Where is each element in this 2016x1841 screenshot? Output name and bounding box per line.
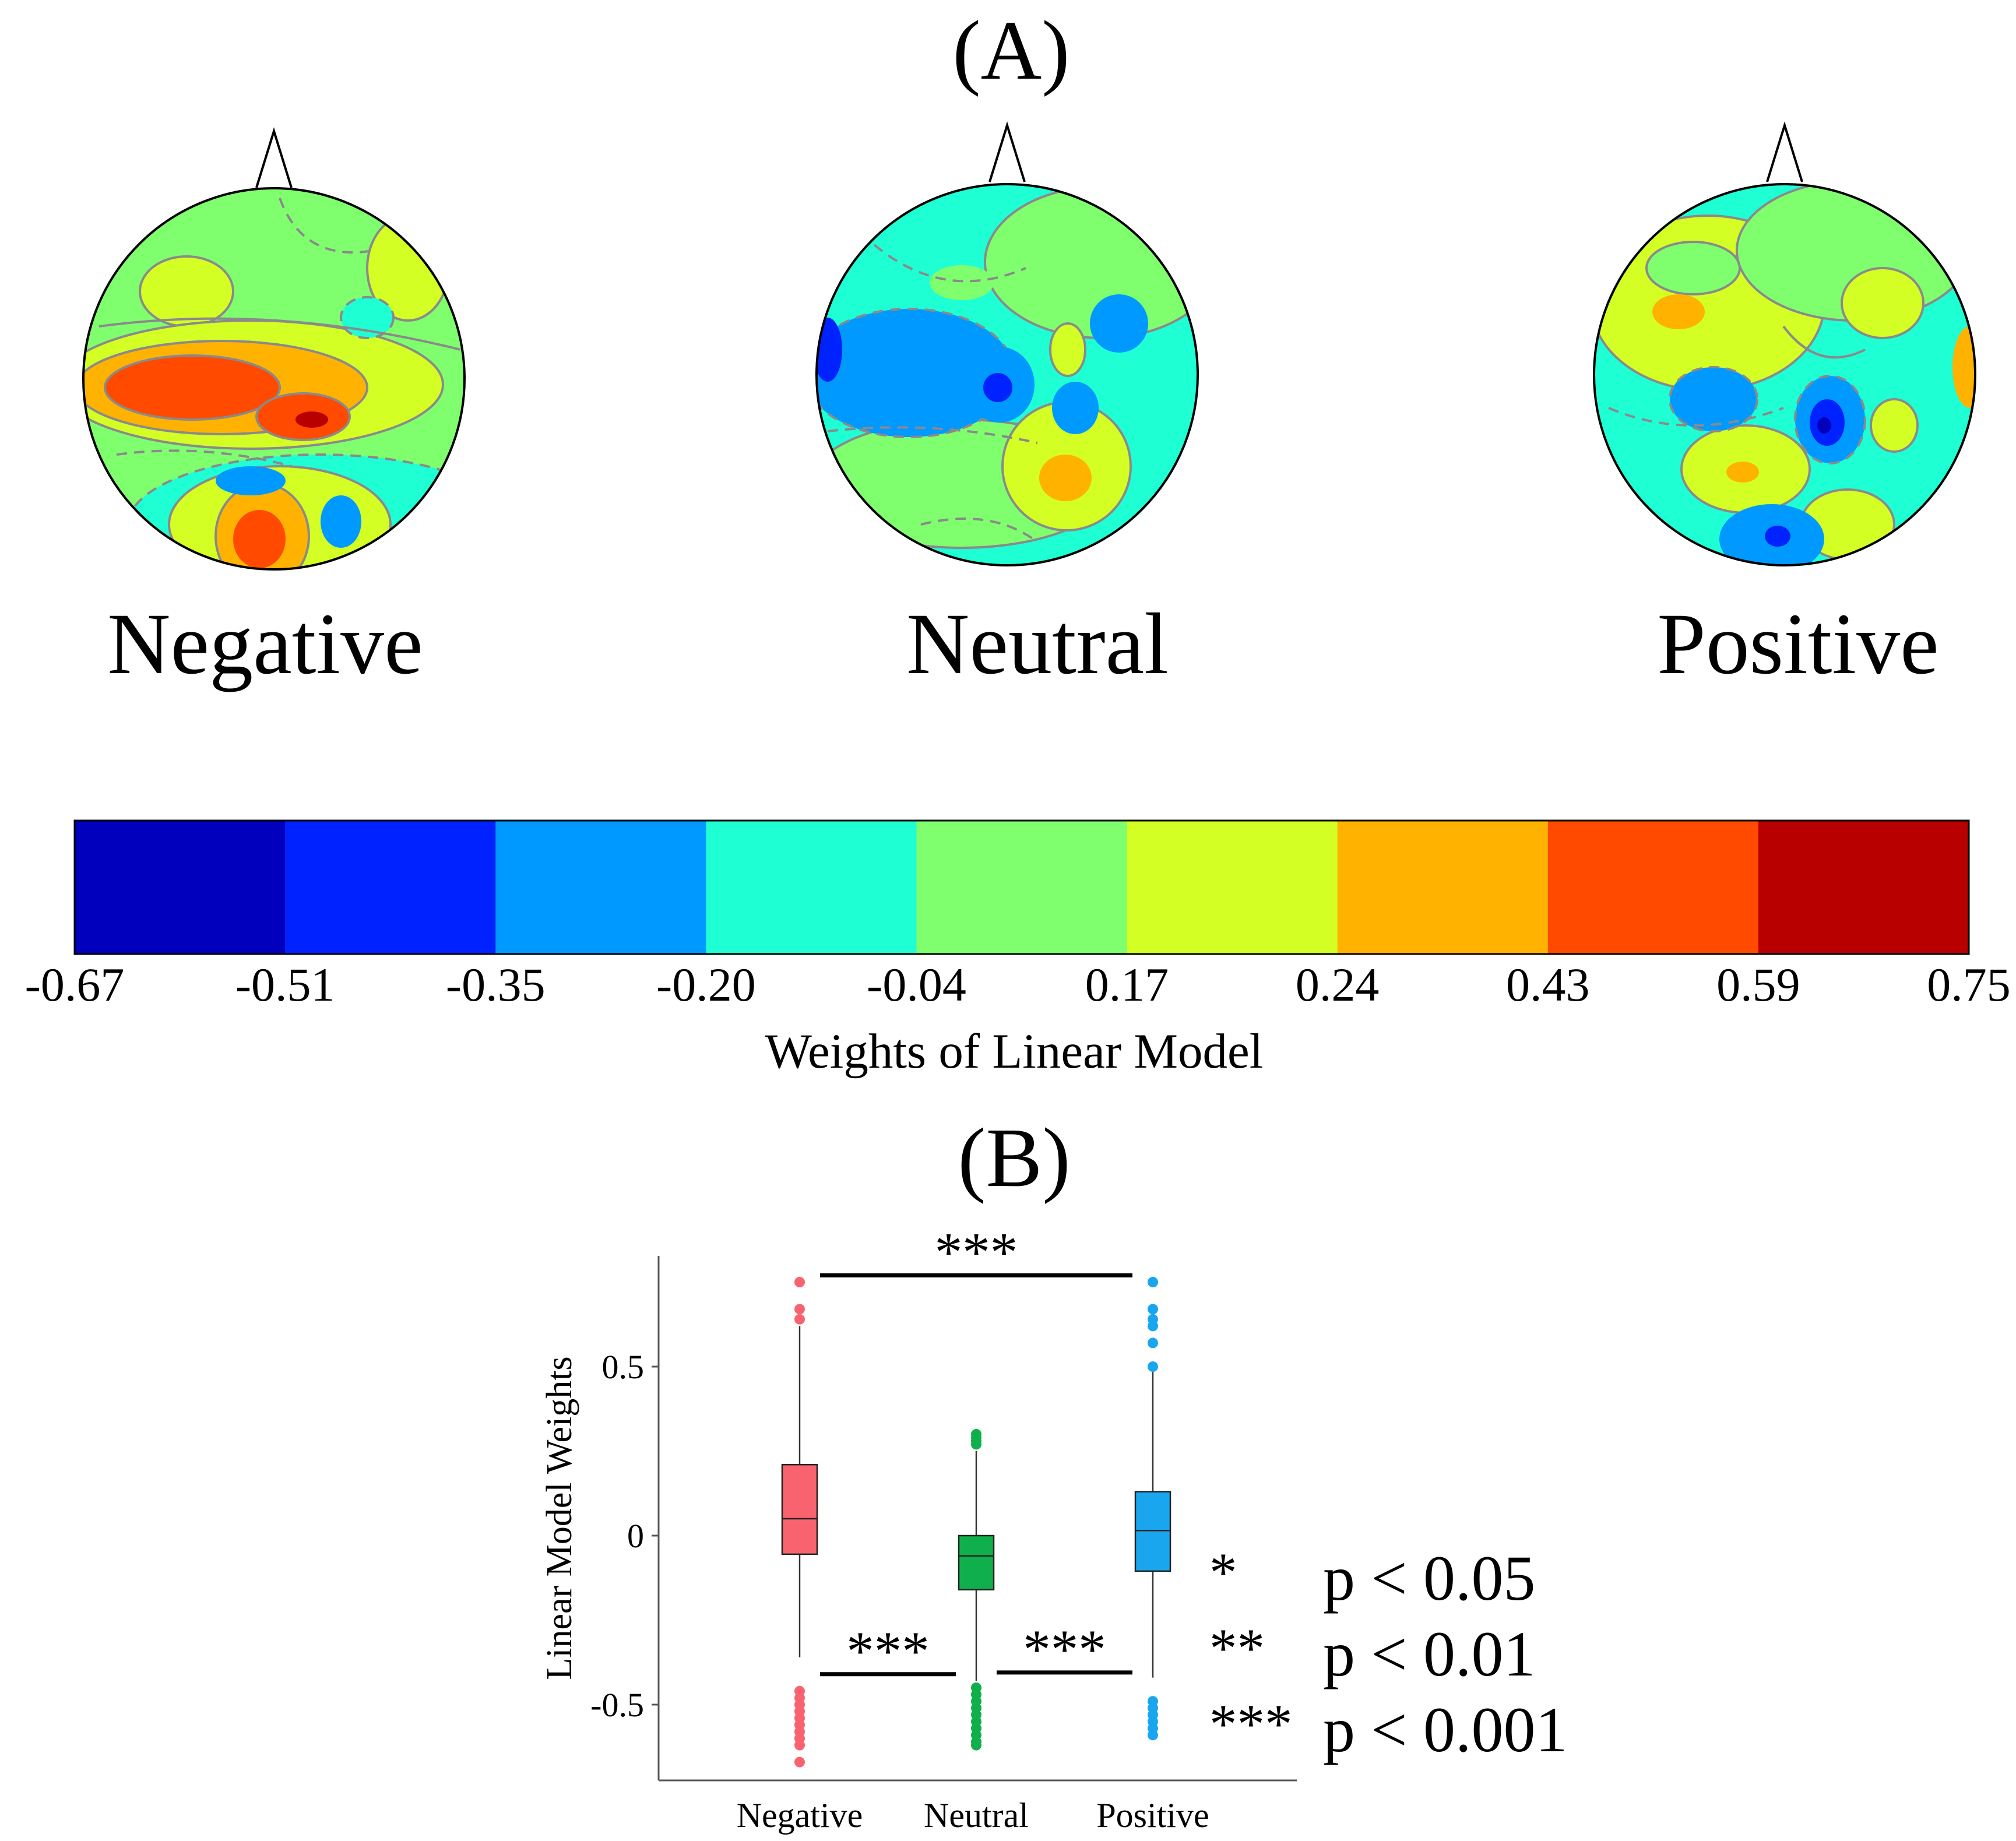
colorbar-tick-label: -0.67	[25, 958, 125, 1011]
y-tick-label: -0.5	[590, 1686, 644, 1724]
significance-stars: ***	[935, 1221, 1018, 1283]
box-positive	[1134, 1277, 1171, 1741]
topomap-neutral: Neutral	[815, 121, 1199, 692]
colorbar-segment	[1758, 821, 1969, 954]
colorbar-segment	[1127, 821, 1338, 954]
outlier-point	[794, 1740, 805, 1751]
colorbar-tick-label: 0.24	[1296, 958, 1380, 1011]
colorbar: -0.67 -0.51 -0.35 -0.20 -0.04 0.17 0.24 0.43 0.5…	[25, 819, 2011, 1011]
colorbar-tick-label: 0.43	[1506, 958, 1590, 1011]
colorbar-tick-label: -0.51	[235, 958, 335, 1011]
nose-marker	[1766, 121, 1803, 182]
box-neutral	[958, 1429, 995, 1751]
box-negative	[781, 1277, 818, 1768]
colorbar-tick-label: -0.35	[446, 958, 546, 1011]
colorbar-tick-label: -0.04	[867, 958, 966, 1011]
nose-marker	[988, 121, 1026, 182]
outlier-point	[1148, 1304, 1158, 1315]
outlier-point	[1148, 1321, 1158, 1332]
topomap-label: Negative	[107, 596, 423, 692]
panel-a-label: (A)	[952, 4, 1069, 97]
colorbar-tick-label: 0.59	[1716, 958, 1800, 1011]
significance-stars: ***	[1023, 1618, 1106, 1680]
legend-stars: ***	[1209, 1693, 1293, 1755]
topomap-label: Positive	[1657, 596, 1938, 692]
legend-text: p < 0.01	[1323, 1618, 1536, 1689]
colorbar-tick-label: -0.20	[656, 958, 756, 1011]
outlier-point	[971, 1439, 981, 1450]
legend-stars: *	[1209, 1541, 1237, 1603]
colorbar-tick-label: 0.17	[1085, 958, 1169, 1011]
outlier-point	[794, 1314, 805, 1325]
box-iqr	[958, 1534, 995, 1591]
significance-stars: ***	[846, 1620, 930, 1682]
colorbar-tick-label: 0.75	[1927, 958, 2011, 1011]
outlier-point	[1148, 1277, 1158, 1287]
head-outline	[82, 187, 466, 571]
y-axis-label: Linear Model Weights	[540, 1356, 579, 1680]
colorbar-title: Weights of Linear Model	[765, 1024, 1264, 1079]
panel-b-label: (B)	[958, 1111, 1070, 1205]
significance-legend: * p < 0.05 ** p < 0.01 *** p < 0.001	[1209, 1541, 1568, 1765]
outlier-point	[794, 1304, 805, 1315]
colorbar-segment	[1337, 821, 1549, 954]
colorbar-segment	[1547, 821, 1759, 954]
x-tick-label: Neutral	[924, 1796, 1029, 1835]
outlier-point	[1148, 1337, 1158, 1349]
colorbar-frame	[73, 819, 1970, 955]
legend-text: p < 0.001	[1323, 1694, 1568, 1765]
box-iqr	[781, 1463, 818, 1555]
nose-marker	[255, 127, 293, 188]
x-tick-label: Negative	[737, 1796, 863, 1835]
outlier-point	[1148, 1361, 1158, 1372]
outlier-point	[1148, 1730, 1158, 1741]
topomap-label: Neutral	[906, 596, 1169, 692]
colorbar-segment	[916, 821, 1128, 954]
legend-stars: **	[1209, 1617, 1265, 1679]
colorbar-segment	[75, 821, 286, 954]
head-outline	[1593, 183, 1976, 566]
colorbar-segment	[285, 821, 496, 954]
y-tick-label: 0	[627, 1517, 644, 1555]
box-iqr	[1134, 1491, 1171, 1572]
outlier-point	[794, 1277, 805, 1287]
outlier-point	[794, 1756, 805, 1768]
outlier-point	[971, 1740, 981, 1751]
topomap-positive: Positive	[1593, 121, 1976, 692]
boxplot: Linear Model Weights -0.5 0 0.5 Negative Neu…	[540, 1221, 1297, 1835]
head-outline	[815, 183, 1199, 566]
colorbar-segment	[495, 821, 706, 954]
x-tick-label: Positive	[1096, 1796, 1209, 1835]
colorbar-segment	[706, 821, 917, 954]
topomap-negative: Negative	[82, 127, 466, 692]
legend-text: p < 0.05	[1323, 1543, 1536, 1614]
y-tick-label: 0.5	[602, 1348, 645, 1386]
